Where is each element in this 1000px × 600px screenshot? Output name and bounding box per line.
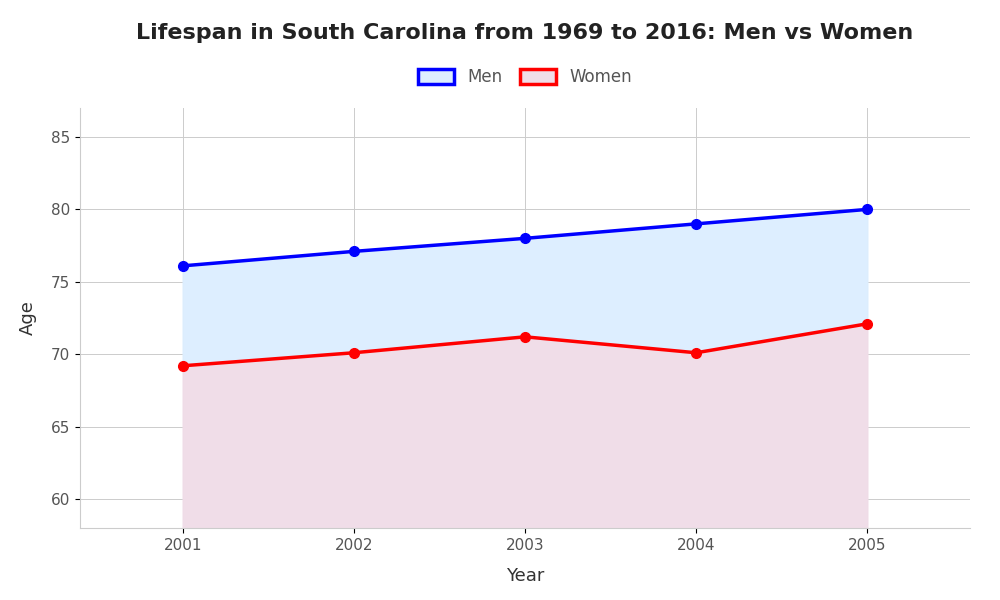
X-axis label: Year: Year xyxy=(506,566,544,584)
Title: Lifespan in South Carolina from 1969 to 2016: Men vs Women: Lifespan in South Carolina from 1969 to … xyxy=(136,23,914,43)
Legend: Men, Women: Men, Women xyxy=(411,62,639,93)
Y-axis label: Age: Age xyxy=(19,301,37,335)
